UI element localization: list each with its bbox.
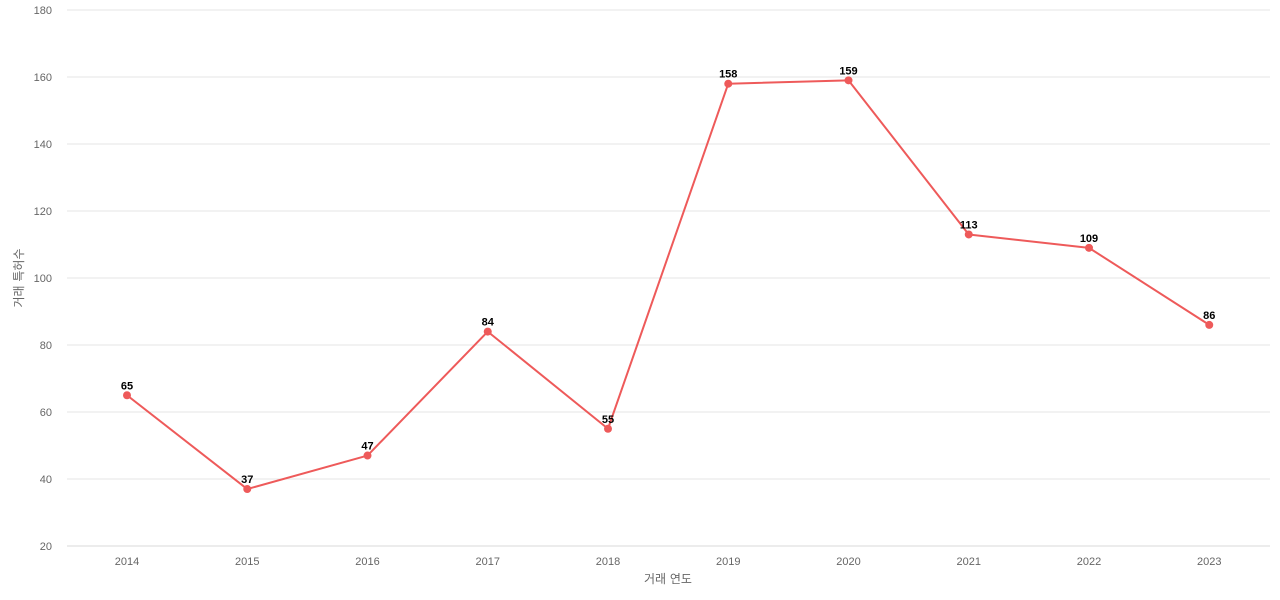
data-label-2022: 109 [1080,233,1098,245]
y-tick-label-80: 80 [40,340,52,352]
x-tick-label-2022: 2022 [1077,556,1101,568]
data-label-2014: 65 [121,380,133,392]
y-tick-label-120: 120 [34,206,52,218]
data-point-2020[interactable] [844,76,853,85]
data-label-2023: 86 [1203,310,1215,322]
data-label-2019: 158 [719,69,737,81]
y-tick-label-20: 20 [40,541,52,553]
data-point-2021[interactable] [964,230,973,239]
x-tick-label-2020: 2020 [836,556,860,568]
data-label-layer: 65 37 47 84 55 158 159 113 109 86 [121,65,1216,486]
y-tick-label-40: 40 [40,474,52,486]
data-point-2018[interactable] [604,424,612,433]
x-tick-label-2017: 2017 [476,556,500,568]
data-point-2016[interactable] [363,451,372,460]
data-label-2021: 113 [960,219,978,231]
x-tick-label-2016: 2016 [355,556,379,568]
x-tick-label-2014: 2014 [115,556,139,568]
x-tick-label-2021: 2021 [957,556,981,568]
y-tick-label-140: 140 [34,139,52,151]
y-tick-label-160: 160 [34,72,52,84]
data-label-2020: 159 [839,65,857,77]
y-tick-label-60: 60 [40,407,52,419]
x-tick-label-2015: 2015 [235,556,259,568]
x-axis-title: 거래 연도 [644,572,692,586]
x-tick-label-2023: 2023 [1197,556,1221,568]
data-point-2017[interactable] [483,327,492,336]
y-tick-label-100: 100 [34,273,52,285]
x-tick-label-2018: 2018 [596,556,620,568]
data-point-2019[interactable] [724,79,733,88]
series-line [126,79,1210,491]
data-label-2017: 84 [482,317,495,329]
data-label-2018: 55 [602,414,614,426]
data-point-2023[interactable] [1205,320,1214,329]
y-tick-label-180: 180 [34,5,52,17]
x-tick-label-2019: 2019 [716,556,740,568]
data-point-2022[interactable] [1085,243,1093,252]
data-label-2015: 37 [241,474,253,486]
axis-layer: 20 40 60 80 100 120 140 160 180 2014 2015 2016 2017 2… [34,5,1222,568]
series-layer [123,76,1214,494]
data-label-2016: 47 [361,441,373,453]
grid-layer [67,9,1270,547]
data-point-2015[interactable] [243,485,252,494]
y-axis-title: 거래 특허수 [12,248,26,307]
data-point-2014[interactable] [123,391,131,400]
